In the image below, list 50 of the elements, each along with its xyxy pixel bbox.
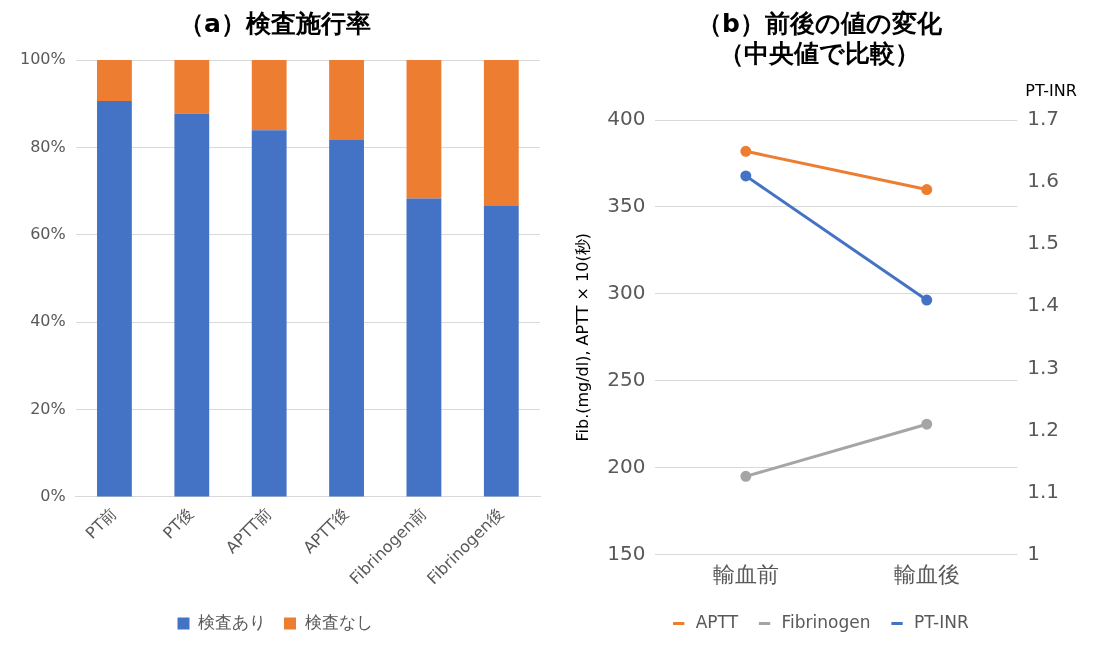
bar [483,60,519,206]
y-tick-label: 150 [607,540,646,565]
bar [406,60,442,199]
chart-title: （b）前後の値の変化 [697,8,943,38]
y-tick-label: 350 [607,193,646,218]
y-axis-title: Fib.(mg/dl), APTT × 10(秒) [572,233,592,442]
y-tick-label: 100% [19,49,66,69]
x-tick-label: 輸血後 [893,561,960,587]
y-tick-label: 0% [40,486,66,506]
bar [251,60,287,131]
y-tick-label: 40% [30,311,66,331]
point [921,418,933,430]
legend-label: APTT [695,611,739,632]
bar [329,139,364,497]
bar [97,101,132,497]
legend-label: Fibrinogen [781,611,871,632]
bar [174,60,210,114]
y-tick-label: 400 [607,106,646,131]
y2-tick-label: 1.5 [1027,230,1060,255]
x-tick-label: PT前 [81,504,121,543]
y-tick-label: 200 [607,453,646,478]
y-tick-label: 80% [30,136,66,156]
bar [483,205,519,497]
y-tick-label: 300 [607,280,646,305]
y2-tick-label: 1.6 [1027,168,1060,193]
y-tick-label: 250 [607,366,646,391]
y-tick-label: 20% [30,398,66,418]
point [740,145,752,157]
legend-label: 検査あり [198,611,266,632]
x-tick-label: PT後 [159,504,198,543]
legend-label: PT-INR [914,611,969,632]
legend-label: 検査なし [304,611,373,632]
y2-tick-label: 1 [1027,540,1040,565]
point [921,184,933,196]
chart-subtitle: （中央値で比較） [719,38,920,68]
chart-title: （a）検査施行率 [179,8,371,38]
bar [406,198,442,497]
bar [97,60,132,102]
y-tick-label: 60% [30,223,66,243]
x-tick-label: 輸血前 [712,561,779,587]
bar [174,113,210,497]
y2-tick-label: 1.3 [1027,354,1060,379]
y2-tick-label: 1.2 [1027,416,1060,441]
y2-tick-label: 1.7 [1027,106,1060,131]
point [740,470,752,482]
bar [251,130,287,497]
bar [329,60,364,140]
y2-tick-label: 1.4 [1027,292,1060,317]
y2-axis-title: PT-INR [1025,81,1077,101]
y2-tick-label: 1.1 [1027,478,1060,503]
